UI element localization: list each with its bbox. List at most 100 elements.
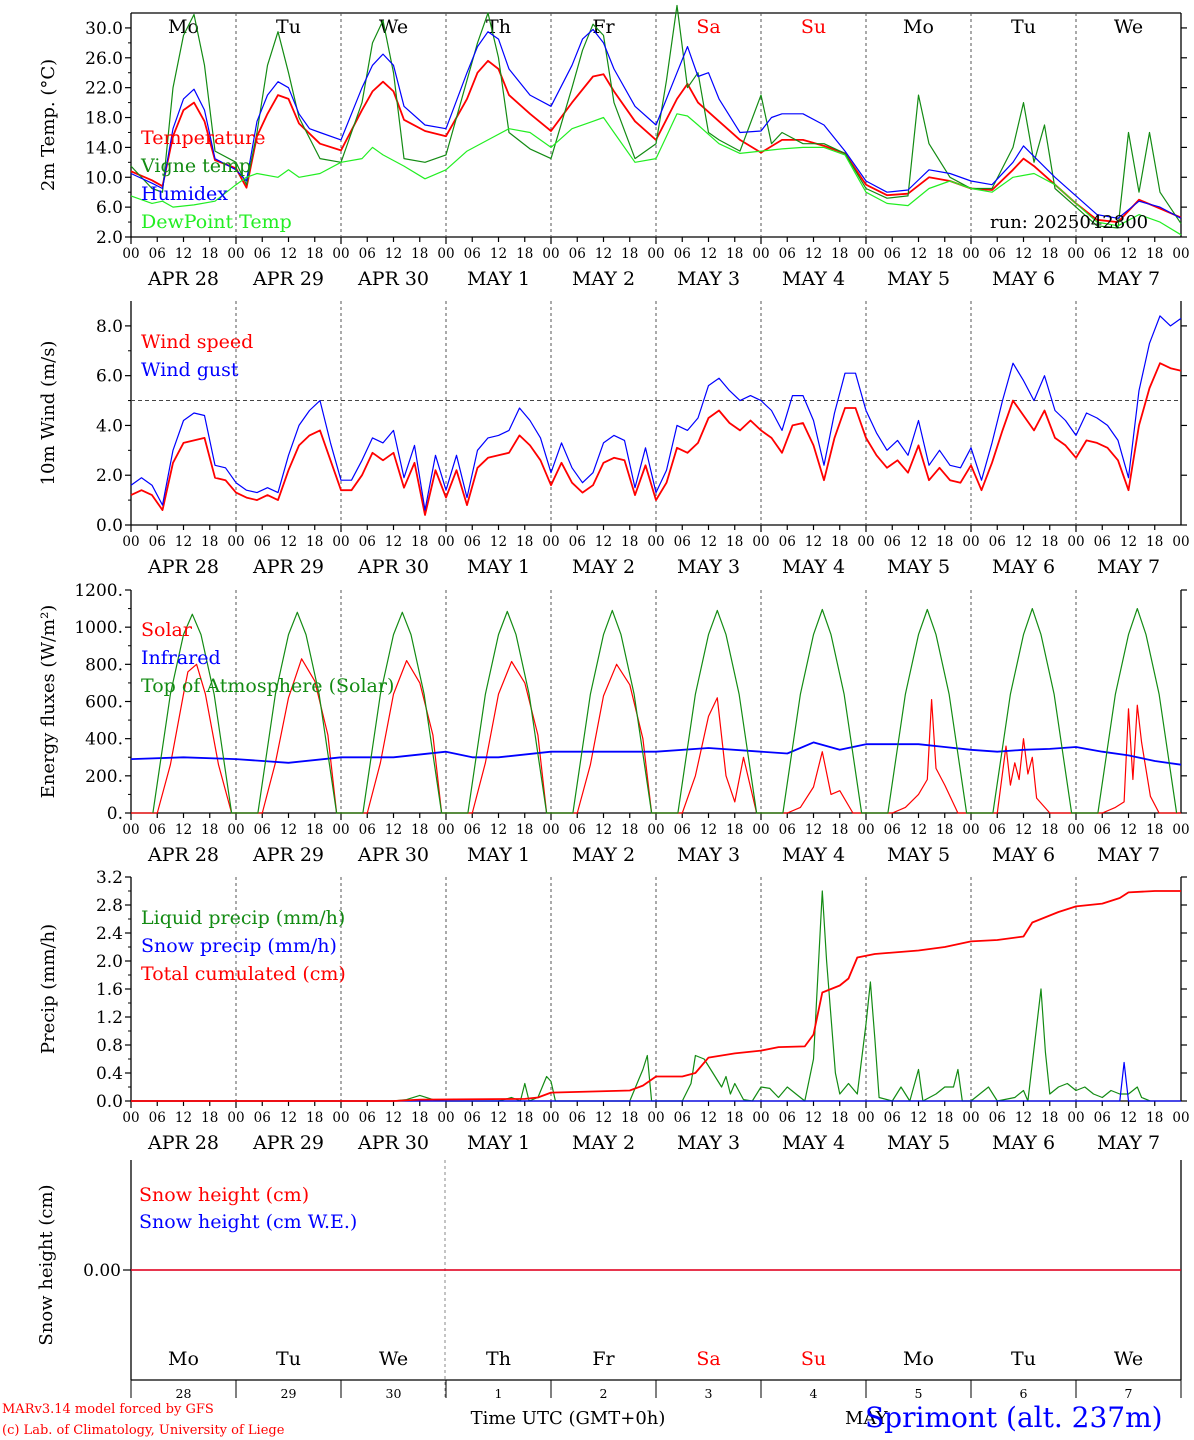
hour-label: 12: [490, 1110, 507, 1126]
series-line-humidex: [130, 28, 1182, 219]
hour-label: 12: [1120, 1110, 1137, 1126]
hour-label: 06: [884, 1110, 901, 1126]
hour-label: 06: [149, 534, 166, 550]
weekday-label: Tu: [1011, 1348, 1036, 1370]
weekday-label: Th: [486, 1348, 511, 1370]
weekday-label: Su: [801, 16, 826, 38]
y-axis-label: Snow height (cm): [36, 1184, 57, 1345]
weekday-label: Mo: [903, 16, 934, 38]
date-label: MAY 1: [467, 268, 530, 290]
hour-label: 12: [385, 246, 402, 262]
y-tick-label: 800.: [85, 655, 123, 675]
run-label: run: 2025042800: [990, 212, 1148, 233]
series-line-temperature: [130, 59, 1182, 224]
day-number-label: 1: [495, 1386, 503, 1401]
hour-label: 12: [175, 246, 192, 262]
series-line-top-of-atmosphere-solar: [152, 607, 1178, 814]
date-label: MAY 3: [677, 1132, 740, 1154]
hour-label: 12: [595, 534, 612, 550]
weekday-label: Mo: [168, 1348, 199, 1370]
hour-label: 06: [464, 246, 481, 262]
date-label: APR 30: [357, 556, 429, 578]
hour-label: 06: [149, 822, 166, 838]
hour-label: 12: [910, 246, 927, 262]
x-axis-title: Time UTC (GMT+0h): [471, 1408, 666, 1429]
hour-label: 18: [516, 822, 533, 838]
hour-label: 18: [726, 1110, 743, 1126]
y-axis-label: 2m Temp. (°C): [38, 59, 59, 191]
hour-label: 18: [516, 534, 533, 550]
hour-label: 06: [884, 822, 901, 838]
hour-label: 00: [227, 1110, 244, 1126]
date-label: MAY 4: [782, 844, 845, 866]
hour-label: 18: [306, 534, 323, 550]
y-tick-label: 2.4: [96, 924, 123, 944]
date-label: MAY 7: [1097, 844, 1160, 866]
date-label: MAY 3: [677, 556, 740, 578]
date-label: MAY 5: [887, 268, 950, 290]
weekday-label: Fr: [592, 1348, 615, 1370]
date-label: MAY 5: [887, 1132, 950, 1154]
hour-label: 00: [962, 534, 979, 550]
hour-label: 06: [1094, 534, 1111, 550]
y-axis-label: 10m Wind (m/s): [38, 341, 59, 486]
footer-model-credit: MARv3.14 model forced by GFS: [2, 1402, 214, 1417]
date-label: APR 29: [252, 556, 324, 578]
hour-label: 12: [490, 534, 507, 550]
day-number-label: 2: [600, 1386, 608, 1401]
series-line-total-cumulated-cm: [131, 890, 1181, 1102]
y-tick-label: 1200.: [74, 581, 123, 601]
hour-label: 00: [1172, 1110, 1189, 1126]
series-line-liquid-precip-mm-h: [131, 890, 1151, 1102]
hour-label: 06: [884, 534, 901, 550]
hour-label: 12: [1015, 822, 1032, 838]
y-tick-label: 18.0: [85, 109, 123, 129]
hour-label: 12: [1120, 534, 1137, 550]
date-label: MAY 6: [992, 556, 1055, 578]
date-label: MAY 3: [677, 268, 740, 290]
hour-label: 18: [1041, 1110, 1058, 1126]
day-number-label: 5: [915, 1386, 923, 1401]
hour-label: 18: [1146, 534, 1163, 550]
weekday-label: Tu: [1011, 16, 1036, 38]
y-tick-label: 2.0: [96, 228, 123, 248]
hour-label: 00: [122, 822, 139, 838]
day-number-label: 4: [810, 1386, 818, 1401]
hour-label: 12: [700, 246, 717, 262]
hour-label: 06: [569, 822, 586, 838]
y-tick-label: 0.8: [96, 1036, 123, 1056]
hour-label: 00: [227, 246, 244, 262]
hour-label: 12: [910, 822, 927, 838]
hour-label: 06: [989, 822, 1006, 838]
y-axis-label: Precip (mm/h): [38, 924, 59, 1054]
weekday-label: We: [379, 16, 408, 38]
hour-label: 00: [752, 822, 769, 838]
hour-label: 18: [831, 246, 848, 262]
hour-label: 12: [1015, 1110, 1032, 1126]
hour-label: 12: [280, 534, 297, 550]
hour-label: 12: [280, 822, 297, 838]
legend-entry: Snow height (cm W.E.): [139, 1211, 357, 1233]
y-tick-label: 400.: [85, 730, 123, 750]
hour-label: 12: [385, 534, 402, 550]
hour-label: 00: [1067, 822, 1084, 838]
hour-label: 12: [385, 822, 402, 838]
hour-label: 06: [569, 534, 586, 550]
hour-label: 00: [647, 822, 664, 838]
y-tick-label: 0.00: [83, 1261, 121, 1281]
y-tick-label: 22.0: [85, 79, 123, 99]
weekday-label: Sa: [696, 1348, 720, 1370]
month-label: MAY: [845, 1408, 889, 1429]
date-label: MAY 5: [887, 556, 950, 578]
legend-entry: Liquid precip (mm/h): [141, 907, 345, 929]
hour-label: 12: [700, 1110, 717, 1126]
hour-label: 18: [621, 1110, 638, 1126]
date-label: MAY 1: [467, 556, 530, 578]
date-label: APR 30: [357, 844, 429, 866]
day-number-label: 7: [1125, 1386, 1133, 1401]
hour-label: 06: [779, 246, 796, 262]
hour-label: 18: [306, 246, 323, 262]
hour-label: 18: [726, 246, 743, 262]
hour-label: 00: [962, 822, 979, 838]
hour-label: 12: [910, 1110, 927, 1126]
